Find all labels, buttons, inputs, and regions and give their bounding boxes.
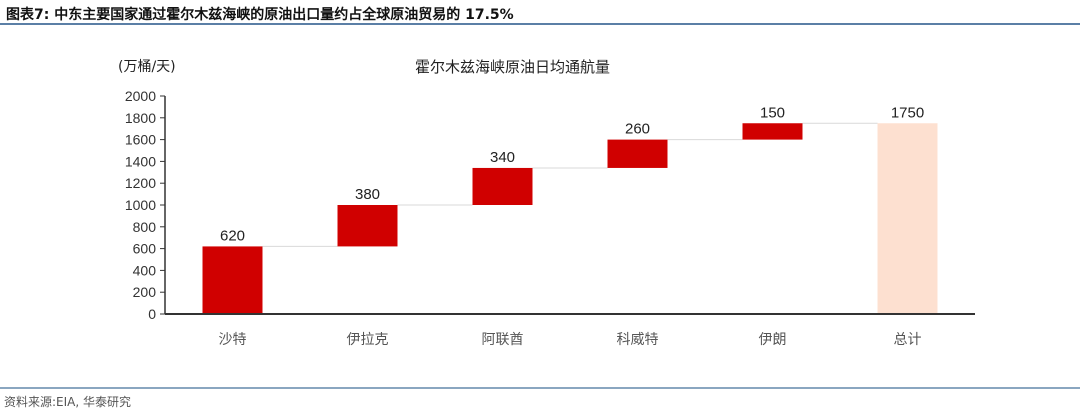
x-tick-label: 总计: [894, 332, 922, 348]
y-axis-label: (万桶/天): [118, 59, 176, 75]
data-label: 340: [490, 149, 515, 166]
y-tick-label: 1000: [125, 197, 156, 213]
x-tick-label: 科威特: [617, 332, 659, 348]
y-tick-label: 800: [133, 219, 157, 235]
figure-title: 图表7: 中东主要国家通过霍尔木兹海峡的原油出口量约占全球原油贸易的 17.5%: [6, 7, 514, 23]
data-label: 620: [220, 227, 245, 244]
y-tick-label: 1800: [125, 110, 156, 126]
top-divider: [0, 23, 1080, 25]
y-tick-label: 2000: [125, 88, 156, 104]
y-tick-label: 1200: [125, 175, 156, 191]
bar: [742, 123, 803, 140]
y-tick-label: 1400: [125, 153, 156, 169]
y-tick-label: 0: [148, 306, 156, 322]
y-tick-label: 200: [133, 284, 157, 300]
y-tick-label: 400: [133, 262, 157, 278]
bottom-divider: [0, 387, 1080, 389]
chart-title: 霍尔木兹海峡原油日均通航量: [415, 58, 611, 76]
source-note: 资料来源:EIA, 华泰研究: [4, 395, 132, 409]
bar: [472, 167, 533, 205]
data-label: 150: [760, 104, 785, 121]
bar: [202, 246, 263, 314]
data-label: 1750: [891, 104, 924, 121]
x-tick-label: 伊朗: [759, 332, 787, 348]
data-label: 380: [355, 186, 380, 203]
x-tick-label: 伊拉克: [347, 332, 389, 348]
bar: [337, 205, 398, 247]
bar: [607, 139, 668, 168]
data-label: 260: [625, 121, 650, 138]
bar: [877, 123, 938, 314]
x-tick-label: 阿联酋: [482, 331, 524, 348]
y-tick-label: 1600: [125, 132, 156, 148]
x-tick-label: 沙特: [219, 332, 247, 348]
y-tick-label: 600: [133, 241, 157, 257]
